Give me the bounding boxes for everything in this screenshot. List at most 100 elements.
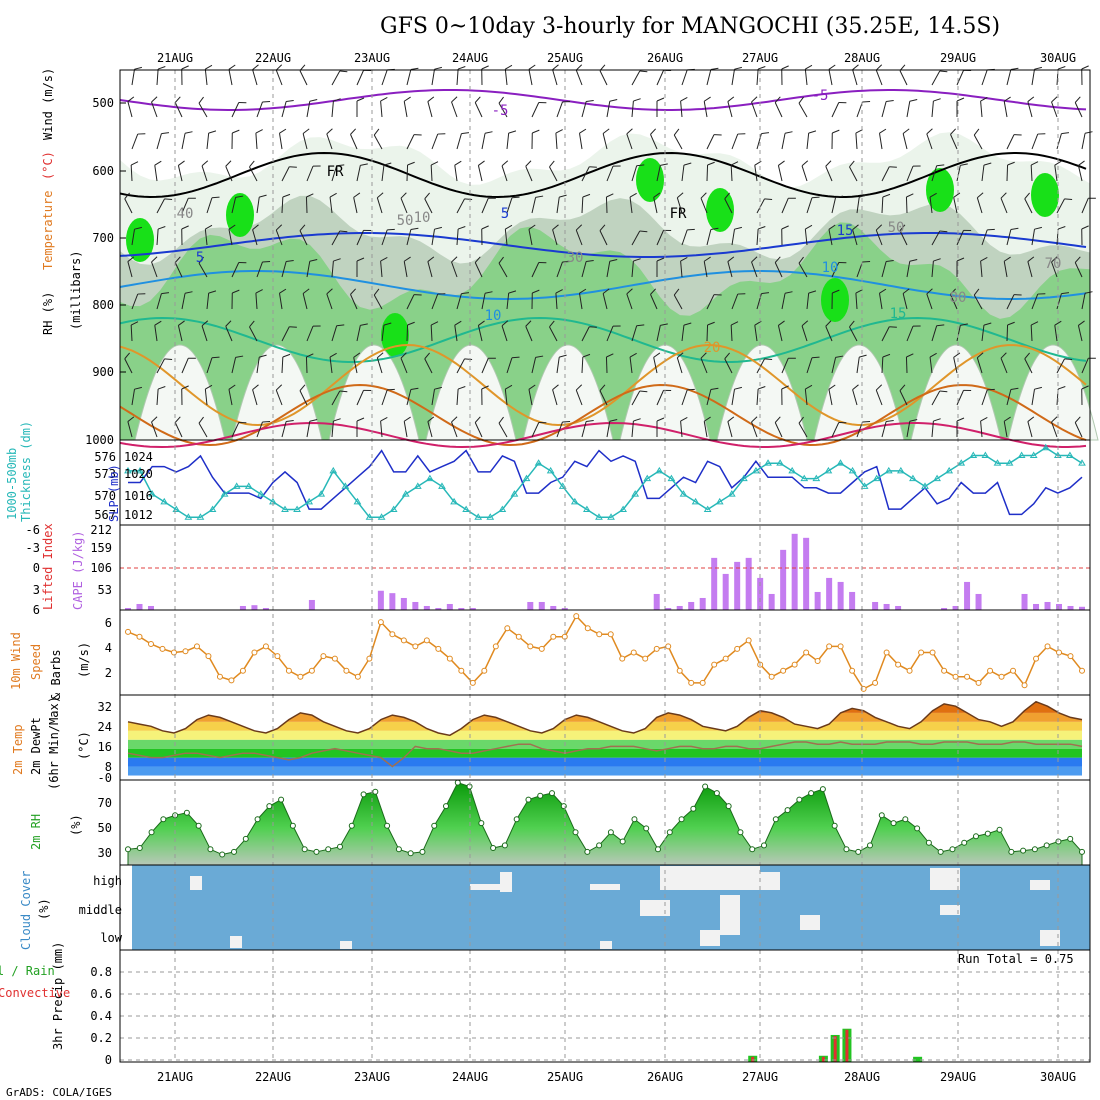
wind-barb-shaft	[406, 229, 412, 246]
slp-line-group	[128, 449, 1083, 516]
wind-barb-shaft	[973, 294, 983, 310]
wind-barb-shaft	[656, 70, 664, 86]
wind-barb	[981, 162, 992, 182]
wind-barb	[353, 192, 361, 214]
wind-barb-shaft	[875, 389, 883, 406]
wind-barb-flag	[137, 133, 146, 135]
wind-barb	[454, 320, 462, 342]
wind-barb	[549, 160, 558, 182]
wind-barb-flag	[761, 292, 770, 295]
wind-barb-shaft	[731, 229, 735, 246]
wind-barb-shaft	[902, 133, 908, 150]
cape-bar	[1021, 593, 1028, 610]
wind-barb-flag	[279, 288, 287, 294]
cape-bar	[814, 591, 821, 610]
wind-barb-flag	[798, 96, 804, 104]
wind-barb	[956, 97, 965, 117]
wind-barb	[881, 419, 894, 438]
rh-tick-label: 50	[98, 821, 112, 835]
wind-barb-flag	[259, 194, 267, 198]
wind-barb-shaft	[504, 389, 508, 406]
wind-barb	[806, 130, 817, 150]
wind-barb-flag	[178, 320, 185, 326]
cape-bar	[1044, 601, 1051, 610]
wind-barb-flag	[1037, 293, 1046, 295]
wind-barb-shaft	[681, 69, 688, 86]
wind-barb	[350, 288, 358, 310]
cloud-block	[600, 941, 612, 949]
wind-barb	[631, 258, 641, 278]
cloud-cover-label: Cloud Cover	[19, 871, 33, 950]
wind-barb-flag	[933, 258, 941, 262]
wind-barb-flag	[360, 163, 368, 166]
rh-point	[549, 790, 555, 797]
wind-barb-shaft	[406, 389, 412, 406]
wind-barb	[781, 385, 789, 406]
wind-barb-flag	[579, 288, 587, 294]
rh-point	[761, 842, 767, 849]
wind-barb-shaft	[980, 101, 983, 118]
rh-point	[914, 825, 921, 832]
wind-barb-shaft	[906, 101, 911, 118]
wind-barb-flag	[582, 193, 591, 198]
wind-barb-shaft	[431, 133, 439, 150]
wind-barb-flag	[249, 160, 255, 168]
precip-total-label: Total / Rain	[0, 964, 55, 978]
wind-barb-flag	[838, 421, 847, 424]
wind-barb	[356, 257, 365, 277]
wind-barb-shaft	[156, 229, 159, 246]
cloud-block	[940, 905, 960, 915]
thickness-line-point	[715, 497, 724, 505]
wind-barb-flag	[774, 96, 781, 103]
wind-barb-shaft	[706, 324, 709, 342]
wind-barb-shaft	[474, 102, 483, 118]
thickness-line-group	[124, 443, 1086, 520]
wind-barb-flag	[535, 195, 544, 198]
wind-barb-flag	[784, 131, 793, 134]
wind-barb-shaft	[431, 229, 435, 246]
wind-barb-shaft	[631, 261, 634, 278]
wind-barb-flag	[855, 129, 863, 134]
wind-barb-shaft	[424, 358, 433, 374]
wind-speed-line-point	[837, 643, 844, 650]
wind-barb	[306, 259, 318, 278]
wind-barb-shaft	[855, 293, 858, 310]
wind-barb	[331, 164, 345, 182]
wind-barb	[275, 224, 283, 246]
wind-barb	[905, 353, 914, 374]
wind-barb-flag	[1078, 160, 1085, 166]
temperature-contour	[119, 151, 1087, 199]
wind-speed-line-point	[619, 655, 626, 662]
wind-barb	[156, 132, 170, 150]
wind-speed-line-point	[676, 667, 683, 674]
wind-barb-flag	[889, 166, 897, 168]
thickness-line-point	[993, 459, 1002, 466]
wind-barb-flag	[501, 320, 509, 327]
thickness-line-point	[546, 466, 555, 474]
wind-speed-line-point	[711, 661, 718, 668]
wind-barb-shaft	[474, 422, 483, 438]
wind-barb-shaft	[956, 165, 961, 182]
wind-barb-shaft	[575, 229, 583, 246]
wind-barb-flag	[980, 417, 988, 422]
wind-barb	[581, 353, 591, 374]
wind-speed-line-point	[780, 667, 787, 674]
wind-barb	[555, 289, 563, 310]
wind-barb-shaft	[356, 165, 361, 182]
wind-barb-shaft	[756, 389, 759, 406]
wind-barb-shaft	[931, 230, 941, 246]
wind-barb-flag	[1024, 352, 1030, 360]
wind-barb	[255, 129, 263, 150]
wind-barb-shaft	[525, 326, 533, 342]
wind-barb-shaft	[256, 197, 260, 214]
wind-barb-shaft	[579, 133, 583, 150]
cape-bar	[941, 607, 948, 610]
wind-barb-shaft	[353, 357, 358, 374]
wind-barb-flag	[626, 288, 633, 295]
wind-barb	[953, 352, 961, 374]
wind-barb-shaft	[1030, 324, 1033, 342]
wind-barb-shaft	[751, 101, 758, 118]
wind-barb-flag	[427, 96, 435, 102]
wind-barb	[656, 417, 665, 437]
